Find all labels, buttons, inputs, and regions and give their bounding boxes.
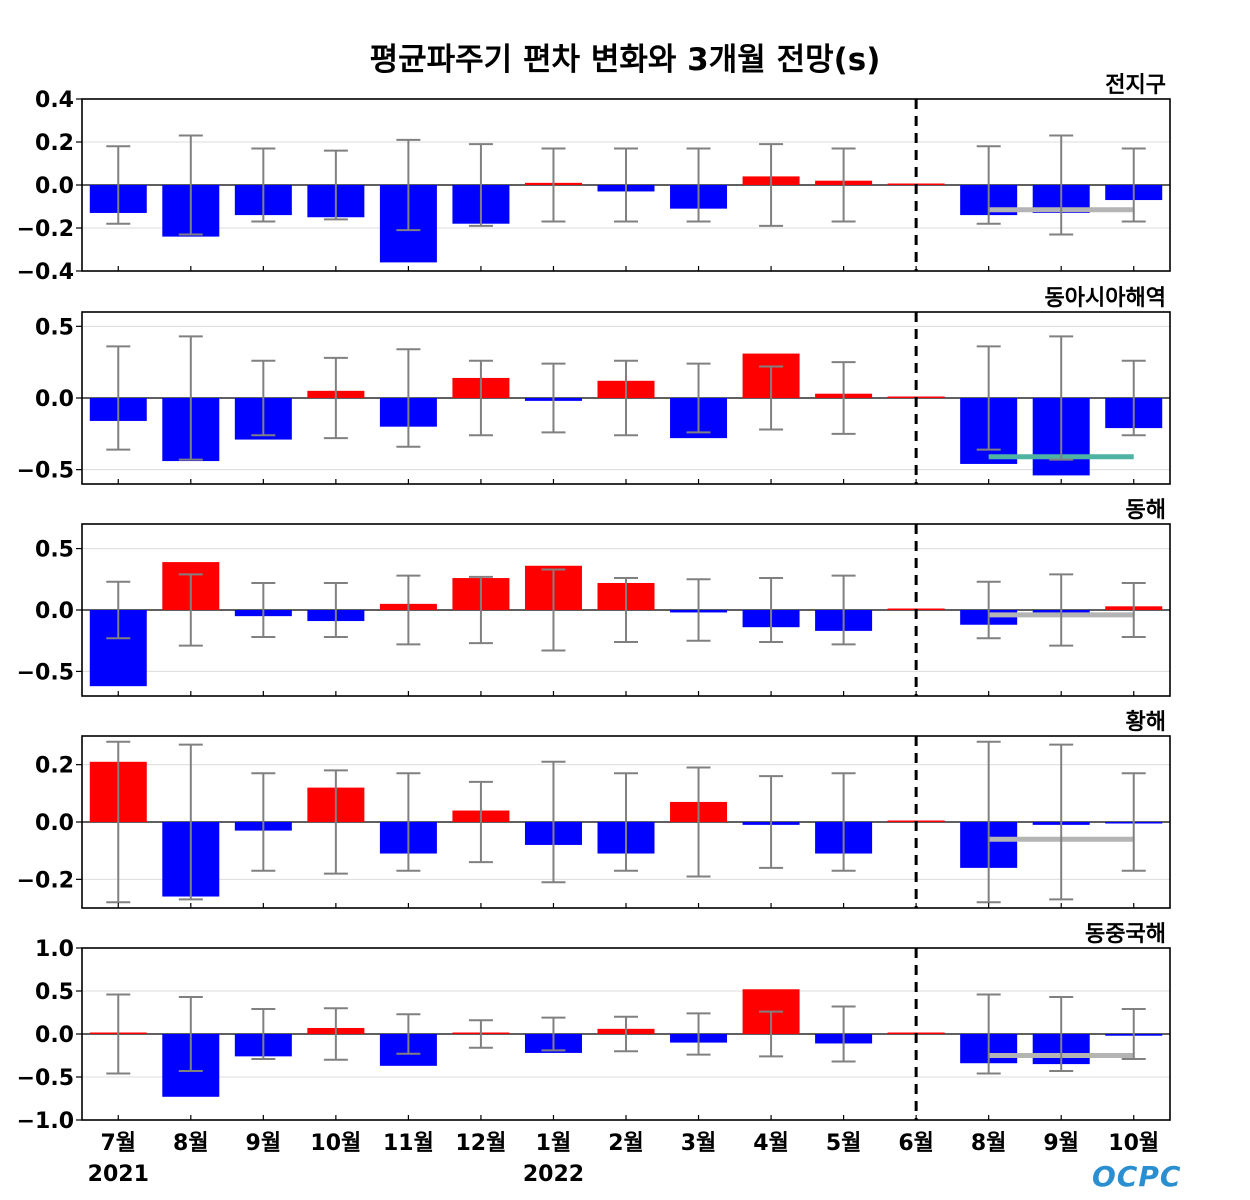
x-tick-label: 5월 [826, 1131, 862, 1156]
panel-name: 동아시아해역 [1045, 286, 1166, 311]
panel-4: −0.2 0.0 0.2 황해 [17, 710, 1171, 909]
panel-name: 전지구 [1105, 73, 1166, 98]
y-tick-label: 0.5 [35, 980, 74, 1005]
y-tick-label: 0.2 [35, 754, 74, 779]
x-tick-label: 1월 [536, 1131, 572, 1156]
x-tick-label: 10월 [1108, 1131, 1159, 1156]
panel-name: 동중국해 [1085, 922, 1166, 947]
y-tick-label: 0.0 [35, 1023, 74, 1048]
y-tick-label: 0.5 [35, 315, 74, 340]
y-tick-label: −0.5 [17, 1066, 74, 1091]
y-tick-label: 0.2 [35, 131, 74, 156]
ocpc-logo: OCPC [1092, 1160, 1182, 1193]
year-label: 2022 [523, 1162, 584, 1187]
y-tick-label: 0.5 [35, 538, 74, 563]
y-tick-label: −0.5 [17, 459, 74, 484]
panel-3: −0.5 0.0 0.5 동해 [17, 498, 1171, 697]
panel-2: −0.5 0.0 0.5 동아시아해역 [17, 286, 1171, 485]
y-tick-label: 1.0 [35, 937, 74, 962]
panel-name: 황해 [1126, 710, 1166, 735]
y-tick-label: 0.0 [35, 811, 74, 836]
y-tick-label: 0.0 [35, 599, 74, 624]
y-tick-label: 0.0 [35, 387, 74, 412]
panel-1: −0.4 −0.2 0.0 0.2 0.4 전지구 [17, 73, 1171, 285]
x-tick-label: 9월 [246, 1131, 282, 1156]
x-tick-label: 4월 [753, 1131, 789, 1156]
x-tick-label: 10월 [310, 1131, 361, 1156]
y-tick-label: −0.2 [17, 868, 74, 893]
y-tick-label: −0.5 [17, 660, 74, 685]
year-label: 2021 [88, 1162, 149, 1187]
x-tick-label: 2월 [608, 1131, 644, 1156]
panel-name: 동해 [1126, 498, 1166, 523]
x-tick-label: 12월 [456, 1131, 507, 1156]
x-tick-label: 6월 [898, 1131, 934, 1156]
y-tick-label: −0.4 [17, 260, 74, 285]
x-tick-label: 8월 [971, 1131, 1007, 1156]
panel-5: −1.0 −0.5 0.0 0.5 1.0 동중국해 [17, 922, 1171, 1134]
y-tick-label: 0.0 [35, 174, 74, 199]
x-tick-label: 11월 [383, 1131, 434, 1156]
chart-title: 평균파주기 편차 변화와 3개월 전망(s) [369, 42, 881, 78]
x-tick-label: 9월 [1043, 1131, 1079, 1156]
y-tick-label: 0.4 [35, 88, 74, 113]
y-tick-label: −0.2 [17, 217, 74, 242]
x-tick-label: 8월 [173, 1131, 209, 1156]
x-tick-label: 7월 [100, 1131, 136, 1156]
x-tick-label: 3월 [681, 1131, 717, 1156]
y-tick-label: −1.0 [17, 1109, 74, 1134]
